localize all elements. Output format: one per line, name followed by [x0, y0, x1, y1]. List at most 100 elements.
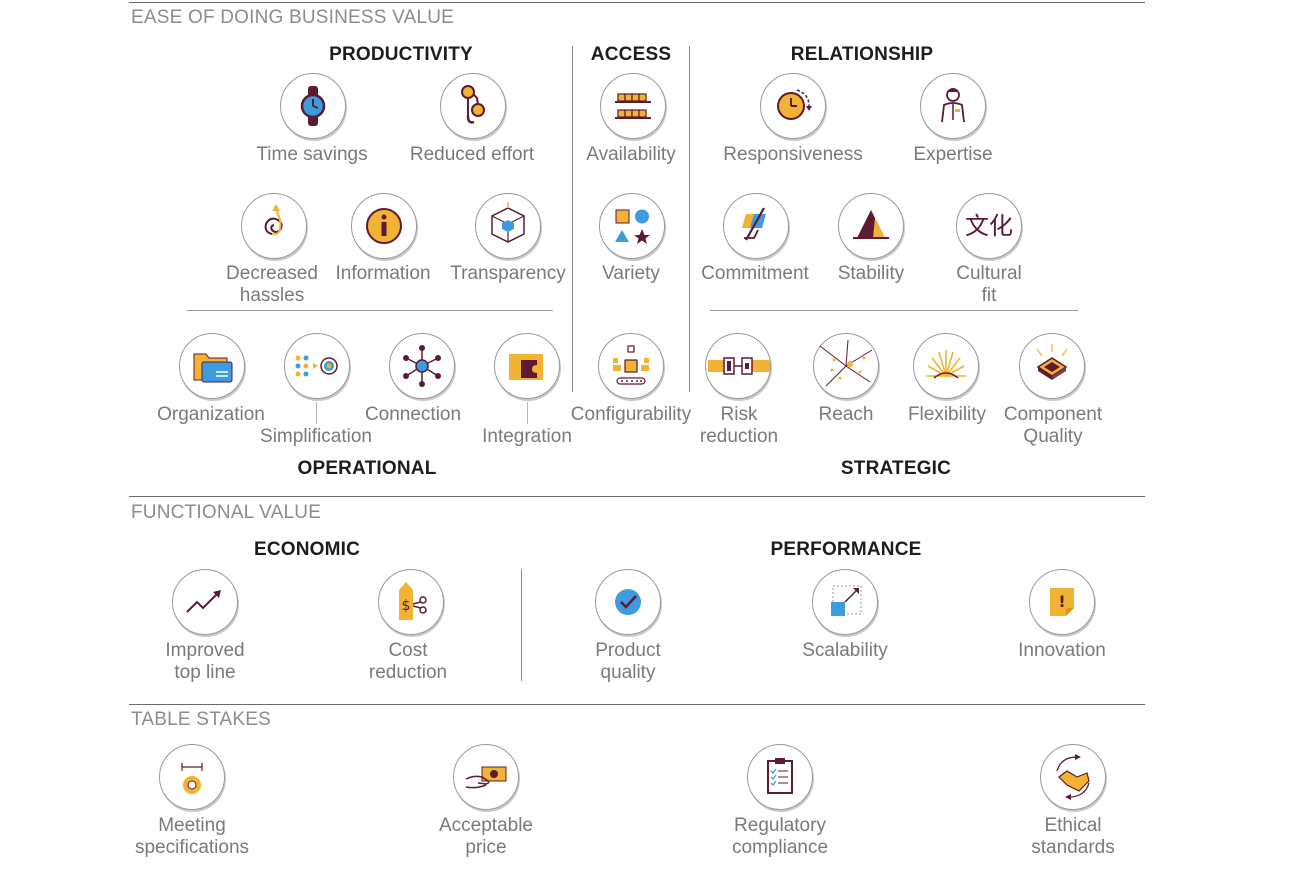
section-divider-top — [129, 2, 1145, 3]
divider-access-left — [572, 46, 573, 392]
expertise-label: Expertise — [913, 144, 993, 165]
ethical-standards-line-1: Ethical — [1044, 815, 1102, 836]
improved-top-line-line-2: top line — [174, 662, 236, 683]
section-title-functional: FUNCTIONAL VALUE — [131, 502, 322, 523]
decreased-hassles-line-2: hassles — [239, 285, 305, 306]
innovation-glyph: ! — [1058, 592, 1065, 611]
innovation-icon: ! — [1029, 569, 1095, 635]
scalability-label: Scalability — [802, 640, 888, 661]
integration-icon — [494, 333, 560, 399]
cultural-fit-line-2: fit — [981, 285, 997, 306]
divider-operational — [187, 310, 553, 311]
product-quality-line-1: Product — [595, 640, 661, 661]
decreased-hassles-label: Decreased hassles — [226, 263, 318, 307]
divider-economic-performance — [521, 569, 522, 681]
connector-simplification — [316, 402, 317, 424]
cultural-fit-glyph: 文化 — [965, 212, 1013, 240]
integration-label: Integration — [482, 426, 572, 447]
group-strategic: STRATEGIC — [840, 458, 952, 479]
transparency-icon — [475, 193, 541, 259]
flexibility-label: Flexibility — [907, 404, 987, 425]
product-quality-line-2: quality — [600, 662, 656, 683]
cost-reduction-line-2: reduction — [368, 662, 448, 683]
component-quality-line-1: Component — [1003, 404, 1103, 425]
commitment-label: Commitment — [701, 263, 809, 284]
group-performance: PERFORMANCE — [770, 539, 922, 560]
simplification-label: Simplification — [260, 426, 372, 447]
improved-top-line-icon — [172, 569, 238, 635]
improved-top-line-line-1: Improved — [165, 640, 245, 661]
component-quality-line-2: Quality — [1023, 426, 1083, 447]
availability-label: Availability — [586, 144, 676, 165]
divider-access-right — [689, 46, 690, 392]
acceptable-price-line-1: Acceptable — [438, 815, 534, 836]
ethical-standards-label: Ethical standards — [1031, 815, 1114, 859]
improved-top-line-label: Improved top line — [165, 640, 244, 684]
regulatory-compliance-icon — [747, 744, 813, 810]
scalability-icon — [812, 569, 878, 635]
variety-icon — [599, 193, 665, 259]
cost-glyph: $ — [402, 598, 411, 614]
section-divider-functional — [129, 496, 1145, 497]
connection-label: Connection — [364, 404, 462, 425]
section-title-table-stakes: TABLE STAKES — [131, 709, 272, 730]
cultural-fit-label: Cultural fit — [956, 263, 1021, 307]
decreased-hassles-icon — [241, 193, 307, 259]
flexibility-icon — [913, 333, 979, 399]
risk-reduction-line-1: Risk — [720, 404, 758, 425]
information-icon — [351, 193, 417, 259]
acceptable-price-icon — [453, 744, 519, 810]
meeting-specifications-label: Meeting specifications — [135, 815, 249, 859]
expertise-icon — [920, 73, 986, 139]
reduced-effort-icon — [440, 73, 506, 139]
configurability-label: Configurability — [570, 404, 692, 425]
acceptable-price-line-2: price — [465, 837, 507, 858]
divider-strategic — [710, 310, 1078, 311]
stability-icon — [838, 193, 904, 259]
cultural-fit-line-1: Cultural — [956, 263, 1022, 284]
commitment-icon — [723, 193, 789, 259]
risk-reduction-icon — [705, 333, 771, 399]
reach-icon — [813, 333, 879, 399]
component-quality-label: Component Quality — [1004, 404, 1102, 448]
cost-reduction-icon: $ — [378, 569, 444, 635]
availability-icon — [600, 73, 666, 139]
product-quality-icon — [595, 569, 661, 635]
information-label: Information — [335, 263, 431, 284]
meeting-specifications-line-2: specifications — [134, 837, 250, 858]
transparency-label: Transparency — [450, 263, 566, 284]
connector-integration — [527, 402, 528, 424]
innovation-label: Innovation — [1018, 640, 1106, 661]
ethical-standards-line-2: standards — [1031, 837, 1115, 858]
group-operational: OPERATIONAL — [297, 458, 437, 479]
risk-reduction-line-2: reduction — [699, 426, 779, 447]
variety-label: Variety — [602, 263, 660, 284]
responsiveness-label: Responsiveness — [723, 144, 863, 165]
connection-icon — [389, 333, 455, 399]
acceptable-price-label: Acceptable price — [439, 815, 533, 859]
time-savings-icon — [280, 73, 346, 139]
decreased-hassles-line-1: Decreased — [226, 263, 318, 284]
organization-label: Organization — [157, 404, 265, 425]
risk-reduction-label: Risk reduction — [700, 404, 778, 448]
reach-label: Reach — [818, 404, 874, 425]
group-productivity: PRODUCTIVITY — [329, 44, 473, 65]
group-relationship: RELATIONSHIP — [790, 44, 934, 65]
cultural-fit-icon: 文化 — [956, 193, 1022, 259]
cost-reduction-line-1: Cost — [388, 640, 428, 661]
regulatory-compliance-label: Regulatory compliance — [732, 815, 828, 859]
time-savings-label: Time savings — [256, 144, 368, 165]
responsiveness-icon — [760, 73, 826, 139]
organization-icon — [179, 333, 245, 399]
group-access: ACCESS — [590, 44, 672, 65]
product-quality-label: Product quality — [595, 640, 660, 684]
regulatory-compliance-line-1: Regulatory — [734, 815, 826, 836]
reduced-effort-label: Reduced effort — [409, 144, 535, 165]
regulatory-compliance-line-2: compliance — [731, 837, 829, 858]
stability-label: Stability — [837, 263, 905, 284]
section-divider-table-stakes — [129, 704, 1145, 705]
simplification-icon — [284, 333, 350, 399]
group-economic: ECONOMIC — [253, 539, 361, 560]
section-title-ease: EASE OF DOING BUSINESS VALUE — [131, 7, 455, 28]
ethical-standards-icon — [1040, 744, 1106, 810]
